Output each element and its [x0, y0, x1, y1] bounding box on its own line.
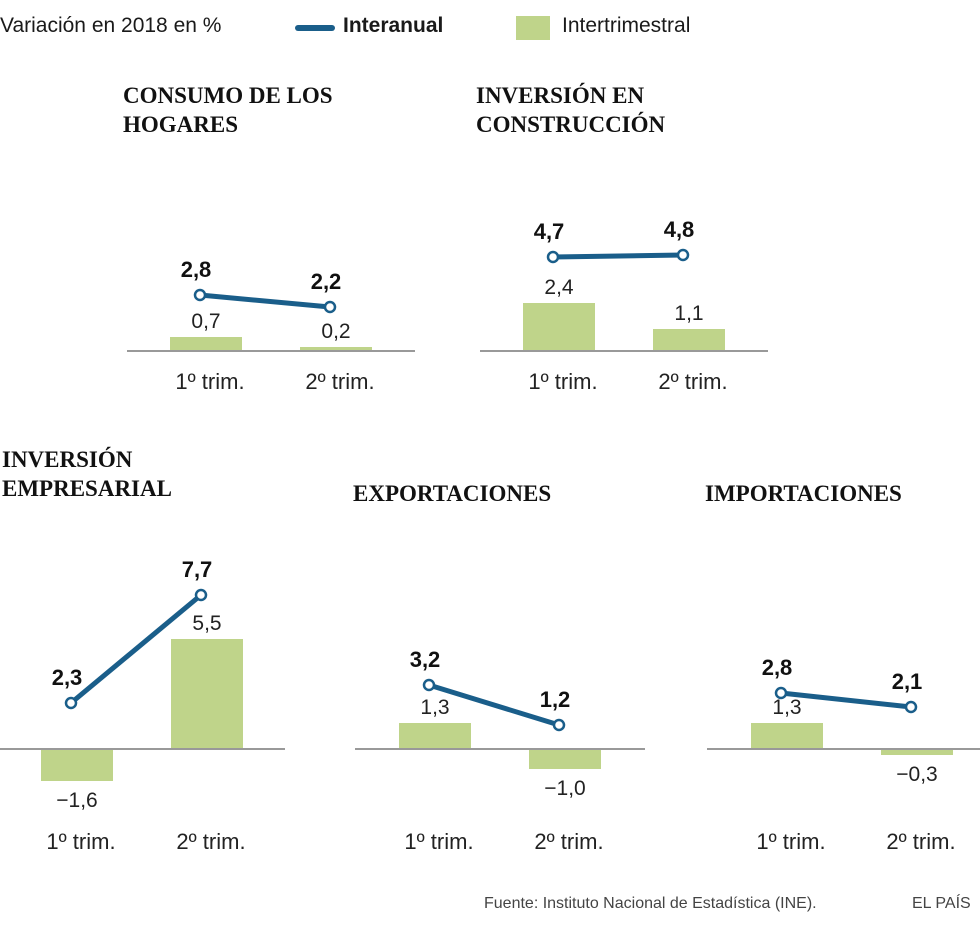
line-label-2-1: 4,7 — [534, 219, 565, 244]
line-point-1-1 — [193, 288, 207, 302]
chart-2-title: CONSTRUCCIÓN — [476, 111, 666, 137]
bar-1-1 — [170, 337, 242, 351]
chart-3-title: EMPRESARIAL — [2, 476, 172, 501]
bar-label-5-2: −0,3 — [896, 763, 937, 786]
line-point-3-2 — [194, 588, 208, 602]
bar-label-3-2: 5,5 — [192, 612, 221, 635]
bar-label-1-2: 0,2 — [321, 320, 350, 343]
category-label-2-2: 2º trim. — [658, 369, 727, 394]
bar-5-1 — [751, 723, 823, 749]
category-label-4-2: 2º trim. — [534, 829, 603, 854]
category-label-2-1: 1º trim. — [528, 369, 597, 394]
bar-3-1 — [41, 749, 113, 781]
legend-bar-swatch — [516, 16, 550, 40]
bar-3-2 — [171, 639, 243, 749]
line-series-3 — [68, 592, 204, 706]
chart-2-title: INVERSIÓN EN — [476, 82, 644, 108]
line-point-4-2 — [552, 718, 566, 732]
category-label-3-1: 1º trim. — [46, 829, 115, 854]
line-point-2-2 — [676, 248, 690, 262]
chart-4-title: EXPORTACIONES — [353, 481, 551, 506]
line-point-5-1 — [774, 686, 788, 700]
legend: Variación en 2018 en % Interanual Intert… — [0, 12, 980, 42]
category-label-3-2: 2º trim. — [176, 829, 245, 854]
line-label-4-2: 1,2 — [540, 687, 571, 712]
line-series-1 — [197, 292, 333, 310]
brand-label: EL PAÍS — [912, 895, 971, 912]
category-label-4-1: 1º trim. — [404, 829, 473, 854]
line-point-5-2 — [904, 700, 918, 714]
line-label-2-2: 4,8 — [664, 217, 695, 242]
bar-label-5-1: 1,3 — [772, 696, 801, 719]
bar-4-1 — [399, 723, 471, 749]
bar-1-2 — [300, 347, 372, 351]
category-label-1-2: 2º trim. — [305, 369, 374, 394]
category-label-1-1: 1º trim. — [175, 369, 244, 394]
bar-2-1 — [523, 303, 595, 351]
bar-2-2 — [653, 329, 725, 351]
chart-5-title: IMPORTACIONES — [705, 481, 902, 506]
source-note: Fuente: Instituto Nacional de Estadístic… — [484, 895, 817, 912]
bar-label-2-1: 2,4 — [544, 276, 574, 299]
chart-3-title: INVERSIÓN — [2, 446, 133, 472]
bar-label-4-1: 1,3 — [420, 696, 449, 719]
line-point-2-1 — [546, 250, 560, 264]
line-label-1-1: 2,8 — [181, 257, 212, 282]
chart-1-title: CONSUMO DE LOS — [123, 83, 333, 108]
bar-5-2 — [881, 749, 953, 755]
legend-bar-label: Intertrimestral — [562, 14, 691, 37]
line-series-2 — [550, 252, 686, 260]
line-label-5-1: 2,8 — [762, 655, 793, 680]
chart-subtitle: Variación en 2018 en % — [0, 14, 222, 37]
line-label-1-2: 2,2 — [311, 269, 342, 294]
line-point-3-1 — [64, 696, 78, 710]
bar-label-2-2: 1,1 — [674, 302, 703, 325]
line-label-5-2: 2,1 — [892, 669, 923, 694]
line-label-3-1: 2,3 — [52, 665, 83, 690]
category-label-5-1: 1º trim. — [756, 829, 825, 854]
chart-1-title: HOGARES — [123, 112, 238, 137]
bar-4-2 — [529, 749, 601, 769]
legend-line-label: Interanual — [343, 14, 444, 37]
line-point-4-1 — [422, 678, 436, 692]
line-series-5 — [778, 690, 914, 710]
bar-label-1-1: 0,7 — [191, 310, 220, 333]
line-point-1-2 — [323, 300, 337, 314]
bar-label-3-1: −1,6 — [56, 789, 97, 812]
legend-line-swatch — [295, 25, 335, 31]
bar-label-4-2: −1,0 — [544, 777, 585, 800]
line-label-4-1: 3,2 — [410, 647, 441, 672]
category-label-5-2: 2º trim. — [886, 829, 955, 854]
line-label-3-2: 7,7 — [182, 557, 213, 582]
line-series-4 — [426, 682, 562, 728]
